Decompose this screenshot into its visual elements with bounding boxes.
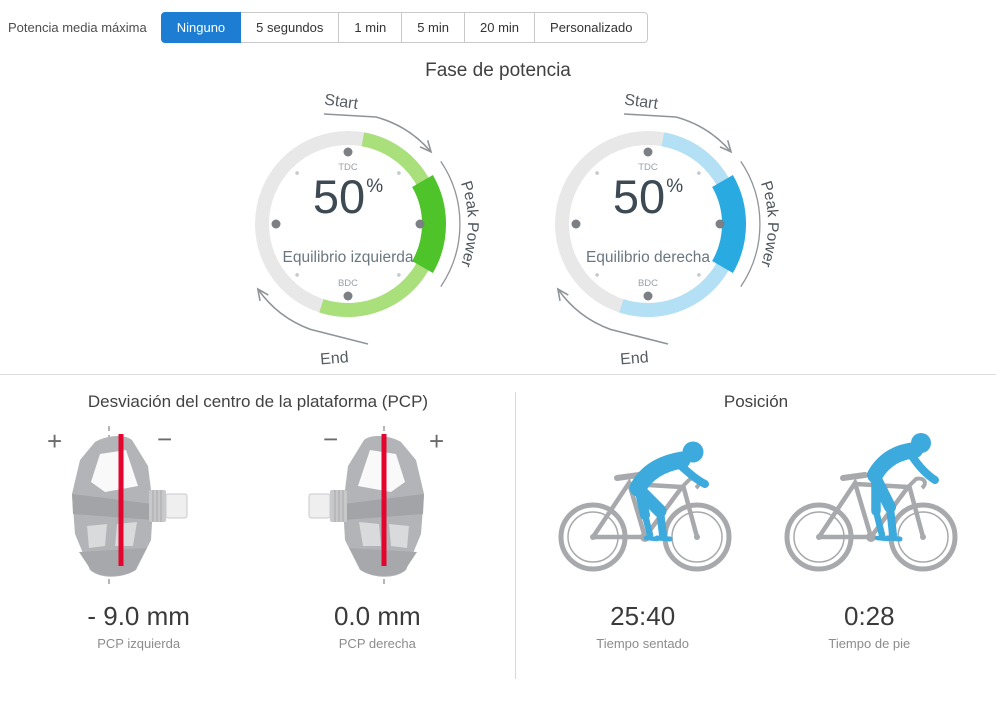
right-pedal-graphic: − + bbox=[308, 424, 445, 584]
bdc-label: BDC bbox=[638, 278, 658, 289]
peak-power-arc bbox=[411, 175, 447, 273]
minus-sign: − bbox=[157, 424, 172, 454]
pcp-left-caption: PCP izquierda bbox=[97, 635, 181, 651]
position-standing-column: 0:28 Tiempo de pie bbox=[769, 420, 969, 651]
standing-cyclist-icon bbox=[784, 433, 958, 572]
pmax-option-20-min[interactable]: 20 min bbox=[465, 11, 536, 43]
max-avg-power-label: Potencia media máxima bbox=[8, 19, 147, 35]
end-arrow bbox=[257, 288, 369, 345]
pmax-option-1-min[interactable]: 1 min bbox=[339, 11, 403, 43]
plus-sign: + bbox=[47, 426, 62, 456]
peak-power-guide-arc bbox=[740, 161, 761, 287]
pcp-section: Desviación del centro de la plataforma (… bbox=[0, 375, 516, 695]
start-arrowhead-icon bbox=[719, 140, 733, 154]
power-phase-gauge-left: Start End Peak Power TDC BDC 50% Equilib… bbox=[255, 91, 481, 369]
crank-main-dots bbox=[271, 147, 425, 301]
gauge-end-label: End bbox=[319, 349, 349, 368]
start-arrow bbox=[323, 113, 432, 153]
seated-time-caption: Tiempo sentado bbox=[596, 635, 690, 651]
standing-time-value: 0:28 bbox=[844, 601, 895, 631]
pedal-icon bbox=[71, 436, 188, 577]
power-phase-title: Fase de potencia bbox=[425, 60, 571, 81]
seated-cyclist-icon bbox=[558, 441, 732, 572]
peak-power-guide-arc bbox=[440, 161, 461, 287]
pmax-option-5-segundos[interactable]: 5 segundos bbox=[241, 11, 340, 43]
power-phase-gauge-right: Start End Peak Power TDC BDC 50% Equilib… bbox=[555, 91, 781, 369]
plus-sign: + bbox=[429, 426, 444, 456]
vertical-divider bbox=[515, 392, 516, 679]
seated-time-value: 25:40 bbox=[610, 601, 676, 631]
start-arrowhead-icon bbox=[419, 140, 433, 154]
gauge-value: 50% bbox=[613, 170, 683, 223]
crank-minor-dots bbox=[595, 171, 701, 277]
tdc-label: TDC bbox=[638, 162, 658, 173]
gauge-balance-label: Equilibrio derecha bbox=[586, 249, 710, 266]
pcp-title: Desviación del centro de la plataforma (… bbox=[87, 392, 429, 411]
max-avg-power-button-group: Ninguno 5 segundos 1 min 5 min 20 min Pe… bbox=[160, 11, 649, 43]
pmax-option-personalizado[interactable]: Personalizado bbox=[535, 11, 649, 43]
bottom-panels: Desviación del centro de la plataforma (… bbox=[0, 375, 996, 695]
pedal-icon bbox=[308, 436, 425, 577]
pcp-left-column: + − bbox=[39, 420, 239, 651]
pcp-right-value: 0.0 mm bbox=[333, 601, 421, 631]
crank-minor-dots bbox=[295, 171, 401, 277]
end-arrowhead-icon bbox=[256, 287, 269, 302]
pmax-option-ninguno[interactable]: Ninguno bbox=[160, 11, 242, 43]
bdc-label: BDC bbox=[338, 278, 358, 289]
start-arrow bbox=[623, 113, 732, 153]
pcp-right-column: − + bbox=[277, 420, 477, 651]
crank-main-dots bbox=[571, 147, 725, 301]
left-pedal-graphic: + − bbox=[47, 424, 188, 584]
peak-power-label: Peak Power bbox=[457, 179, 481, 269]
end-arrow bbox=[557, 288, 669, 345]
position-seated-column: 25:40 Tiempo sentado bbox=[543, 420, 743, 651]
gauge-start-label: Start bbox=[623, 91, 659, 113]
pcp-left-value: - 9.0 mm bbox=[87, 601, 190, 631]
pmax-option-5-min[interactable]: 5 min bbox=[402, 11, 465, 43]
power-phase-gauges: Start End Peak Power TDC BDC 50% Equilib… bbox=[0, 84, 996, 374]
minus-sign: − bbox=[323, 424, 338, 454]
gauge-value: 50% bbox=[313, 170, 383, 223]
max-avg-power-bar: Potencia media máxima Ninguno 5 segundos… bbox=[0, 0, 996, 44]
end-arrowhead-icon bbox=[556, 287, 569, 302]
horizontal-divider bbox=[0, 374, 996, 375]
standing-time-caption: Tiempo de pie bbox=[828, 635, 911, 651]
peak-power-arc bbox=[711, 175, 747, 273]
pcp-right-caption: PCP derecha bbox=[338, 635, 416, 651]
position-title: Posición bbox=[723, 392, 789, 411]
tdc-label: TDC bbox=[338, 162, 358, 173]
gauge-balance-label: Equilibrio izquierda bbox=[283, 249, 414, 266]
gauge-end-label: End bbox=[619, 349, 649, 368]
gauge-start-label: Start bbox=[323, 91, 359, 113]
peak-power-label: Peak Power bbox=[757, 179, 781, 269]
position-section: Posición bbox=[516, 375, 996, 695]
